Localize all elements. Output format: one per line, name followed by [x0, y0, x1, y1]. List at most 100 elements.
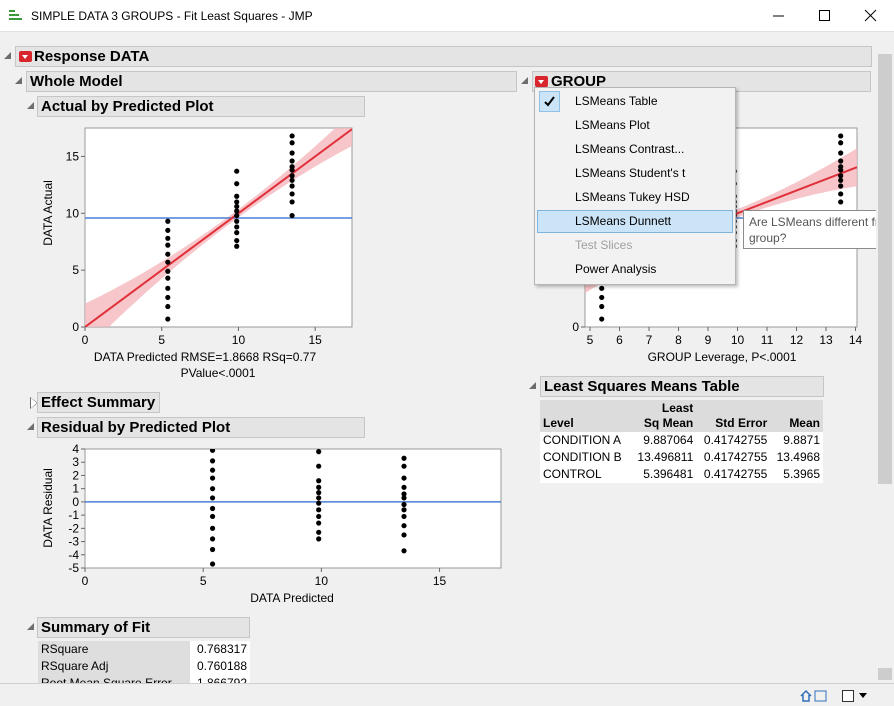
- row-label: RSquare Adj: [38, 658, 190, 675]
- data-point: [165, 242, 171, 248]
- disclosure[interactable]: [27, 102, 34, 109]
- lsmeans-table: Level Least Sq Mean Std Error Mean CONDITION …: [540, 400, 823, 483]
- header-text: Mean: [789, 416, 820, 430]
- table-row: CONDITION B 13.496811 0.41742755 13.4968: [540, 449, 823, 466]
- data-point: [838, 199, 844, 205]
- header-text: Level: [543, 416, 574, 430]
- x-tick-label: 5: [200, 574, 207, 588]
- data-point: [289, 167, 295, 173]
- table-row: Root Mean Square Error 1.866792: [38, 675, 250, 683]
- scroll-thumb[interactable]: [878, 54, 892, 484]
- menu-item[interactable]: LSMeans Plot: [537, 114, 733, 137]
- outline-header[interactable]: GROUP: [532, 71, 871, 92]
- outline-header[interactable]: Summary of Fit: [37, 617, 250, 638]
- tooltip: Are LSMeans different from group?: [743, 210, 876, 249]
- data-point: [289, 158, 295, 164]
- report-area: 0 5 10 15 0 5 10 15 DATA Predicted RMSE=1.8668 R…: [4, 46, 876, 683]
- menu-item[interactable]: LSMeans Tukey HSD: [537, 186, 733, 209]
- x-axis-label: DATA Predicted: [250, 591, 334, 605]
- x-tick-label: 15: [308, 333, 322, 347]
- scroll-thumb[interactable]: [878, 668, 892, 680]
- disclosure[interactable]: [4, 52, 11, 59]
- header-text: Residual by Predicted Plot: [41, 419, 231, 436]
- data-point: [316, 520, 322, 526]
- data-point: [838, 183, 844, 189]
- menu-item-label: LSMeans Contrast...: [575, 142, 685, 156]
- x-tick-label: 7: [646, 333, 653, 347]
- check-mark: [544, 96, 555, 107]
- x-tick-label: 5: [587, 333, 594, 347]
- table-cell: 0.41742755: [696, 432, 771, 449]
- menu-item[interactable]: Power Analysis: [537, 258, 733, 281]
- data-point: [209, 561, 216, 567]
- data-point: [209, 546, 216, 553]
- data-point: [234, 203, 240, 210]
- disclosure[interactable]: [27, 623, 34, 630]
- row-value: 1.866792: [190, 675, 250, 683]
- x-tick-label: 13: [819, 333, 833, 347]
- header-text: Whole Model: [30, 73, 123, 90]
- data-point: [401, 491, 407, 497]
- header-text: Least Squares Means Table: [544, 378, 740, 395]
- x-axis-label: DATA Predicted RMSE=1.8668 RSq=0.77: [94, 350, 317, 364]
- menu-item-label: LSMeans Student's t: [575, 166, 686, 180]
- status-icons[interactable]: [798, 687, 888, 704]
- column-header: Std Error: [696, 400, 771, 432]
- table-row: CONTROL 5.396481 0.41742755 5.3965: [540, 466, 823, 483]
- data-point: [838, 150, 844, 156]
- data-point: [165, 227, 171, 233]
- y-tick-label: 0: [572, 320, 579, 334]
- x-axis-label: PValue<.0001: [181, 366, 256, 380]
- outline-header[interactable]: Effect Summary: [37, 392, 160, 413]
- plot-layer: [85, 449, 501, 567]
- outline-header[interactable]: Response DATA: [15, 46, 872, 67]
- vertical-scrollbar[interactable]: [876, 32, 894, 683]
- x-tick-label: 6: [616, 333, 623, 347]
- disclosure[interactable]: [27, 423, 34, 430]
- window-title: SIMPLE DATA 3 GROUPS - Fit Least Squares…: [31, 9, 313, 23]
- outline-header[interactable]: Residual by Predicted Plot: [37, 417, 365, 438]
- window-controls[interactable]: [760, 0, 894, 32]
- menu-item[interactable]: LSMeans Dunnett: [537, 210, 733, 233]
- x-tick-label: 8: [675, 333, 682, 347]
- menu-item[interactable]: LSMeans Table: [537, 90, 733, 113]
- data-point: [316, 490, 322, 496]
- data-point: [289, 183, 295, 189]
- data-point: [234, 218, 240, 224]
- y-tick-label: 10: [66, 206, 80, 220]
- y-tick-label: -2: [68, 521, 79, 535]
- outline-header[interactable]: Whole Model: [26, 71, 517, 92]
- menu-item-label: LSMeans Plot: [575, 118, 650, 132]
- column-header: Least Sq Mean: [630, 400, 697, 432]
- disclosure[interactable]: [529, 382, 536, 389]
- x-tick-label: 10: [731, 333, 745, 347]
- menu-item[interactable]: LSMeans Student's t: [537, 162, 733, 185]
- title-bar: SIMPLE DATA 3 GROUPS - Fit Least Squares…: [0, 0, 894, 32]
- x-tick-label: 11: [761, 333, 774, 347]
- menu-item-label: Test Slices: [575, 238, 633, 252]
- data-point: [234, 181, 240, 187]
- header-text: Actual by Predicted Plot: [41, 98, 214, 115]
- summary-of-fit-table: RSquare 0.768317 RSquare Adj 0.760188 Root M…: [38, 641, 250, 683]
- table-cell: CONDITION B: [540, 449, 631, 466]
- data-point: [316, 536, 322, 542]
- outline-header[interactable]: Least Squares Means Table: [540, 376, 824, 397]
- data-point: [209, 505, 216, 512]
- data-point: [209, 467, 216, 473]
- x-tick-label: 5: [158, 333, 165, 347]
- data-point: [209, 458, 216, 464]
- outline-header[interactable]: Actual by Predicted Plot: [37, 96, 365, 117]
- data-point: [234, 193, 240, 199]
- menu-item[interactable]: LSMeans Contrast...: [537, 138, 733, 161]
- y-tick-label: -1: [68, 508, 79, 522]
- disclosure[interactable]: [15, 77, 22, 84]
- data-point: [234, 243, 240, 249]
- data-point: [209, 513, 216, 520]
- status-bar: [0, 683, 894, 706]
- data-point: [289, 140, 295, 146]
- header-text: GROUP: [551, 73, 607, 90]
- disclosure[interactable]: [521, 77, 528, 84]
- x-tick-label: 14: [849, 333, 863, 347]
- table-cell: 9.887064: [630, 432, 697, 449]
